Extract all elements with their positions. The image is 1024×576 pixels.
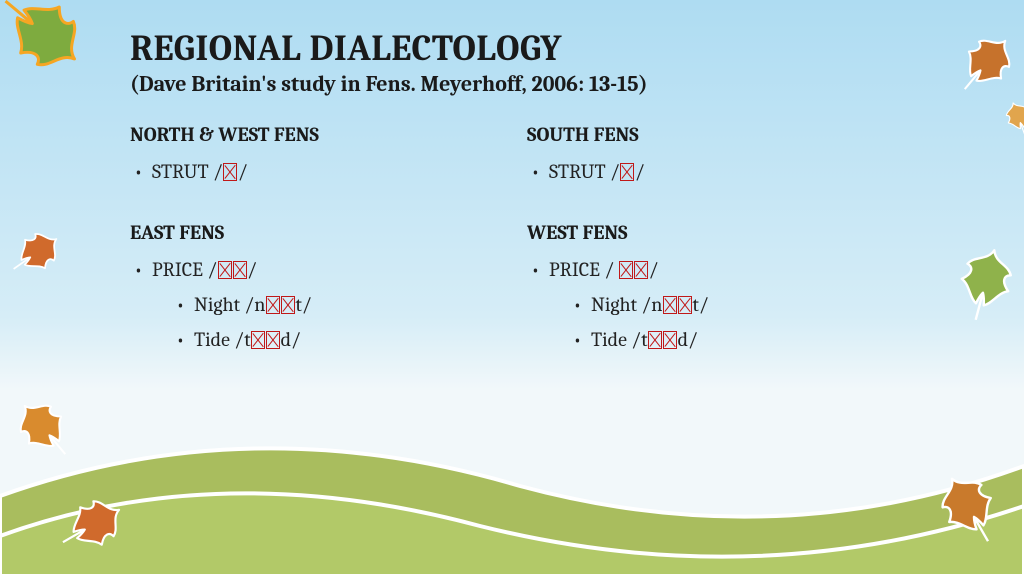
leaf-bot-left-2 xyxy=(55,490,127,562)
nw-item: STRUT // xyxy=(134,160,497,183)
heading-east: EAST FENS xyxy=(130,221,497,244)
hills-background xyxy=(0,396,1024,576)
missing-glyph-icon xyxy=(218,261,232,279)
missing-glyph-icon xyxy=(663,331,677,349)
slide-title: REGIONAL DIALECTOLOGY xyxy=(130,28,894,69)
missing-glyph-icon xyxy=(663,296,677,314)
content-grid: NORTH & WEST FENS STRUT // SOUTH FENS ST… xyxy=(130,123,894,363)
missing-glyph-icon xyxy=(648,331,662,349)
heading-south: SOUTH FENS xyxy=(527,123,894,146)
missing-glyph-icon xyxy=(266,296,280,314)
slide-subtitle: (Dave Britain's study in Fens. Meyerhoff… xyxy=(130,71,894,97)
missing-glyph-icon xyxy=(223,163,237,181)
slide-content: REGIONAL DIALECTOLOGY (Dave Britain's st… xyxy=(0,0,1024,363)
section-west: WEST FENS PRICE / / Night /nt/ Tide /td/ xyxy=(527,221,894,363)
south-item: STRUT // xyxy=(531,160,894,183)
west-item: PRICE / / Night /nt/ Tide /td/ xyxy=(531,258,894,351)
missing-glyph-icon xyxy=(266,331,280,349)
missing-glyph-icon xyxy=(251,331,265,349)
east-sub-night: Night /nt/ xyxy=(176,293,497,316)
heading-nw: NORTH & WEST FENS xyxy=(130,123,497,146)
east-sub-tide: Tide /td/ xyxy=(176,328,497,351)
west-sub-night: Night /nt/ xyxy=(573,293,894,316)
missing-glyph-icon xyxy=(678,296,692,314)
missing-glyph-icon xyxy=(233,261,247,279)
leaf-bot-right xyxy=(930,470,1010,550)
section-east: EAST FENS PRICE // Night /nt/ Tide /td/ xyxy=(130,221,497,363)
heading-west: WEST FENS xyxy=(527,221,894,244)
west-sub-tide: Tide /td/ xyxy=(573,328,894,351)
missing-glyph-icon xyxy=(281,296,295,314)
hill-front xyxy=(0,493,1024,576)
missing-glyph-icon xyxy=(619,261,633,279)
section-north-west: NORTH & WEST FENS STRUT // xyxy=(130,123,497,193)
leaf-bot-left-1 xyxy=(10,395,80,465)
missing-glyph-icon xyxy=(620,163,634,181)
missing-glyph-icon xyxy=(634,261,648,279)
hill-back xyxy=(0,448,1024,576)
east-item: PRICE // Night /nt/ Tide /td/ xyxy=(134,258,497,351)
section-south: SOUTH FENS STRUT // xyxy=(527,123,894,193)
